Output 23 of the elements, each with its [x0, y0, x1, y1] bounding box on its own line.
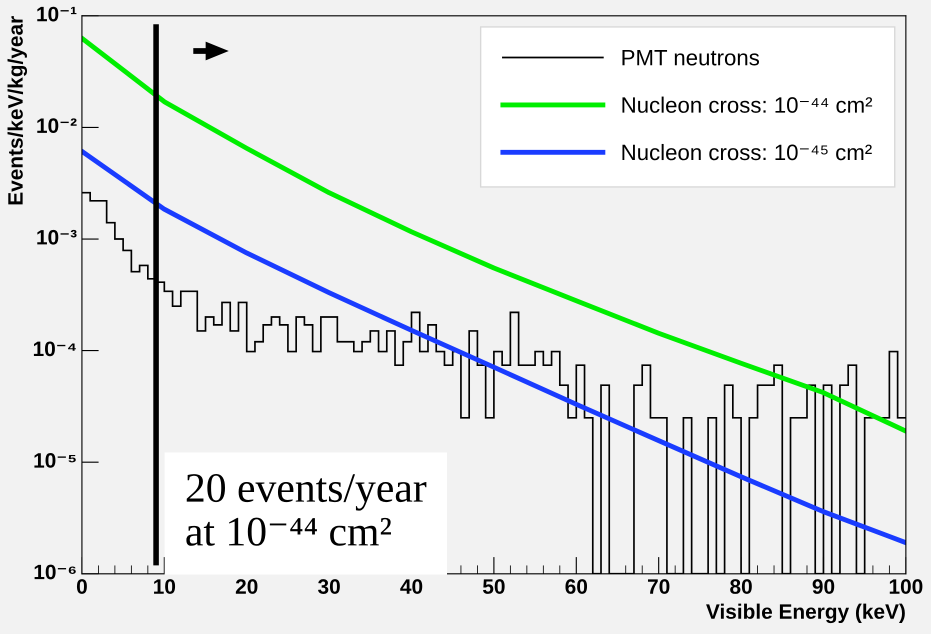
y-tick-label: 10⁻¹ [37, 6, 76, 22]
legend-label: Nucleon cross: 10⁻⁴⁴ cm² [622, 96, 872, 113]
x-tick-label: 10 [154, 579, 176, 594]
legend-label: Nucleon cross: 10⁻⁴⁵ cm² [622, 144, 872, 160]
x-tick-label: 70 [648, 579, 670, 594]
x-tick-label: 0 [76, 579, 87, 594]
x-tick-label: 100 [890, 579, 922, 594]
y-tick-label: 10⁻⁵ [34, 453, 76, 468]
x-tick-label: 90 [812, 579, 834, 594]
y-axis-title: Events/keV/kg/year [8, 16, 28, 204]
legend-label: PMT neutrons [622, 50, 760, 66]
y-tick-label: 10⁻⁶ [34, 564, 76, 580]
x-tick-label: 50 [482, 579, 505, 594]
x-tick-label: 30 [318, 579, 340, 594]
y-tick-label: 10⁻⁴ [34, 341, 76, 356]
x-tick-label: 60 [565, 579, 588, 594]
y-tick-label: 10⁻² [37, 118, 77, 134]
annotation: 20 events/year at 10⁻⁴⁴ cm² [186, 474, 426, 546]
x-axis-title: Visible Energy (keV) [706, 604, 905, 624]
x-tick-label: 40 [400, 579, 422, 594]
y-tick-label: 10⁻³ [37, 230, 77, 245]
x-tick-label: 20 [236, 579, 258, 594]
x-tick-label: 80 [730, 579, 752, 594]
